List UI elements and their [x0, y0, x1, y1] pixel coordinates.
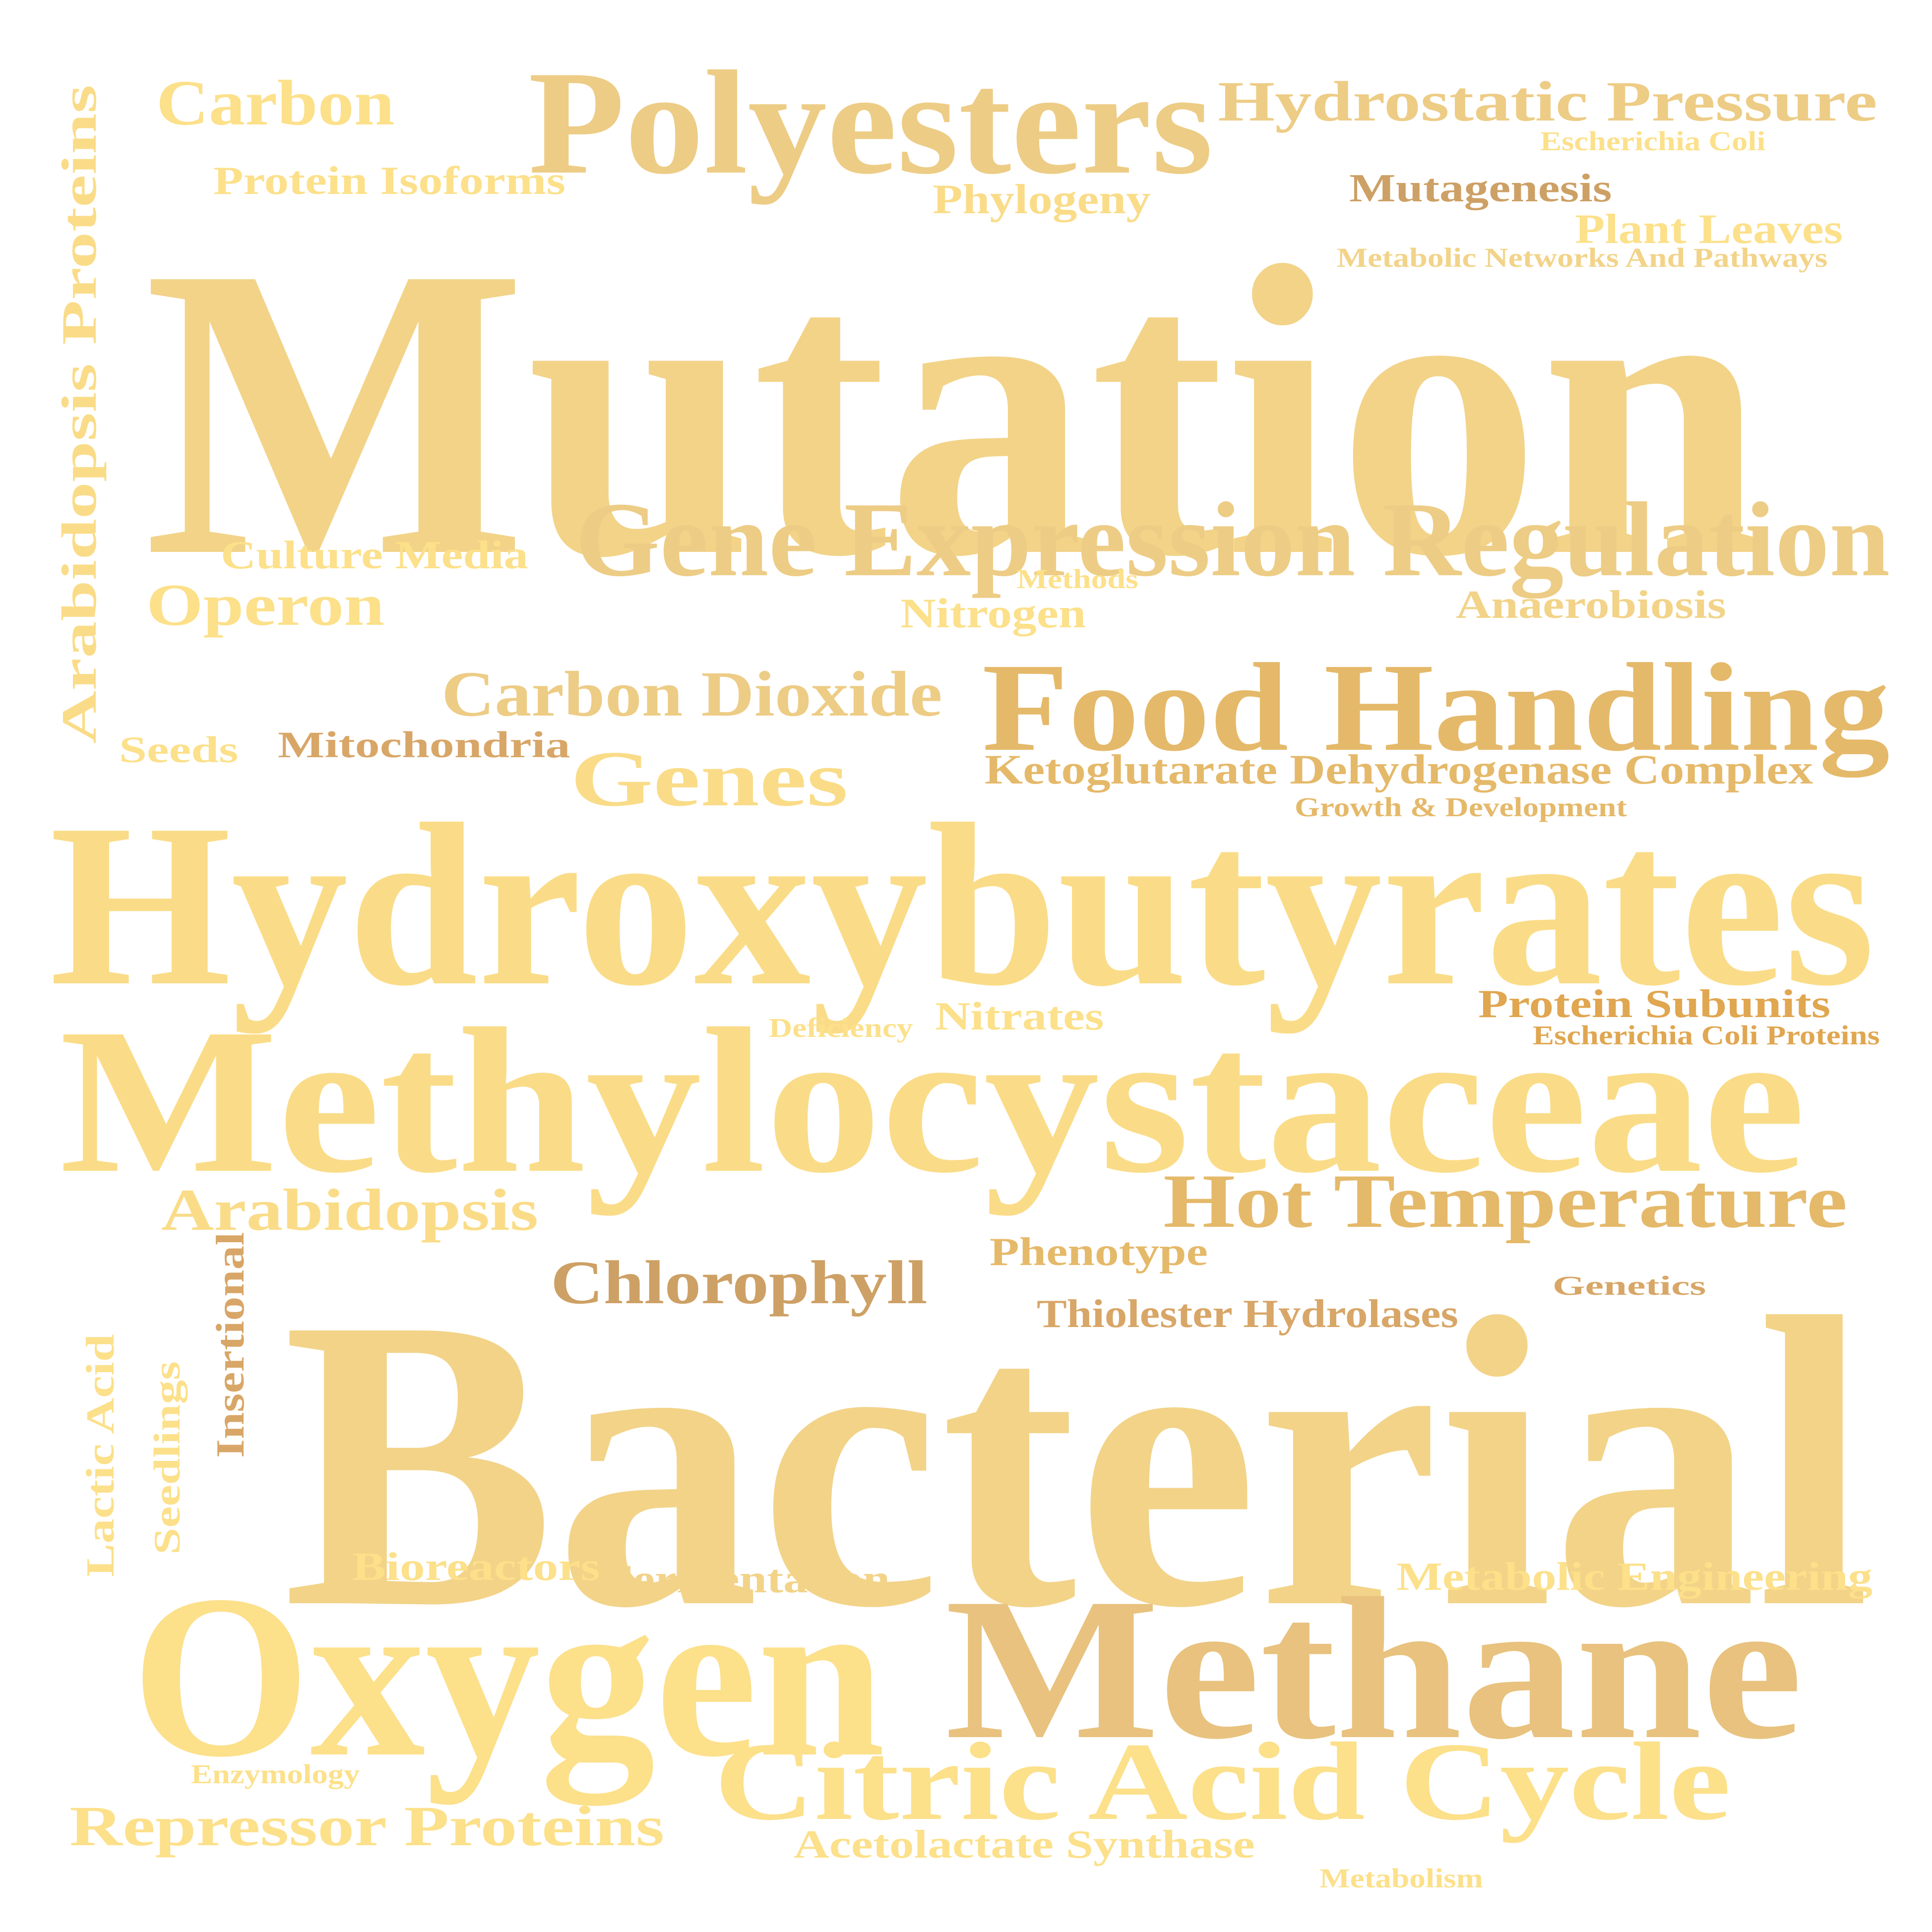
word-ketoglutarate-dehydrogenase-complex: Ketoglutarate Dehydrogenase Complex [985, 746, 1813, 793]
word-phylogeny: Phylogeny [933, 176, 1151, 223]
word-nitrates: Nitrates [935, 995, 1104, 1038]
word-metabolism: Metabolism [1319, 1863, 1484, 1893]
word-seeds: Seeds [119, 729, 239, 771]
word-genes: Genes [570, 734, 848, 823]
word-citric-acid-cycle: Citric Acid Cycle [714, 1719, 1731, 1843]
word-repressor-proteins: Repressor Proteins [69, 1795, 665, 1858]
word-arabidopsis-proteins: Arabidopsis Proteins [52, 84, 107, 744]
word-acetolactate-synthase: Acetolactate Synthase [794, 1823, 1255, 1867]
word-plant-leaves: Plant Leaves [1575, 206, 1843, 252]
word-bioreactors: Bioreactors [352, 1545, 600, 1589]
word-chlorophyll: Chlorophyll [551, 1249, 928, 1317]
word-lactic-acid: Lactic Acid [79, 1334, 123, 1577]
word-hydrostatic-pressure: Hydrostatic Pressure [1218, 70, 1877, 133]
word-metabolic-engineering: Metabolic Engineering [1396, 1555, 1872, 1599]
word-genetics: Genetics [1553, 1270, 1706, 1301]
word-escherichia-coli-proteins: Escherichia Coli Proteins [1533, 1020, 1880, 1050]
word-methane: Methane [945, 1556, 1803, 1781]
word-carbon-dioxide: Carbon Dioxide [441, 659, 942, 730]
word-metabolic-networks-and-pathways: Metabolic Networks And Pathways [1337, 242, 1828, 273]
word-nitrogen: Nitrogen [900, 590, 1086, 637]
word-culture-media: Culture Media [221, 534, 528, 577]
word-hot-temperature: Hot Temperature [1163, 1158, 1848, 1244]
word-mitochondria: Mitochondria [278, 724, 570, 766]
word-protein-isoforms: Protein Isoforms [213, 159, 565, 203]
word-anaerobiosis: Anaerobiosis [1456, 583, 1727, 627]
word-hydroxybutyrates: Hydroxybutyrates [50, 776, 1875, 1034]
word-carbon: Carbon [156, 67, 395, 139]
word-gene-expression-regulation: Gene Expression Regulation [575, 480, 1890, 599]
word-bacterial: Bacterial [283, 1232, 1870, 1693]
word-methods: Methods [1017, 564, 1138, 594]
word-arabidopsis: Arabidopsis [161, 1177, 539, 1243]
word-polyesters: Polyesters [528, 40, 1213, 205]
word-mutation: Mutation [144, 181, 1766, 642]
word-phenotype: Phenotype [990, 1230, 1208, 1274]
word-seedlings: Seedlings [147, 1361, 188, 1555]
word-fermentation: Fermentation [603, 1558, 890, 1601]
word-mutagenesis: Mutagenesis [1349, 167, 1612, 210]
word-operon: Operon [146, 572, 385, 638]
word-oxygen: Oxygen [131, 1547, 885, 1805]
word-thiolester-hydrolases: Thiolester Hydrolases [1037, 1292, 1458, 1336]
word-deficiency: Deficiency [769, 1013, 913, 1043]
word-food-handling: Food Handling [982, 638, 1890, 778]
word-growth-development: Growth & Development [1295, 792, 1627, 822]
word-protein-subunits: Protein Subunits [1478, 982, 1831, 1026]
word-methylocystaceae: Methylocystaceae [60, 985, 1806, 1216]
word-enzymology: Enzymology [191, 1759, 360, 1789]
word-insertional: Insertional [209, 1232, 252, 1458]
word-escherichia-coli: Escherichia Coli [1540, 126, 1766, 156]
